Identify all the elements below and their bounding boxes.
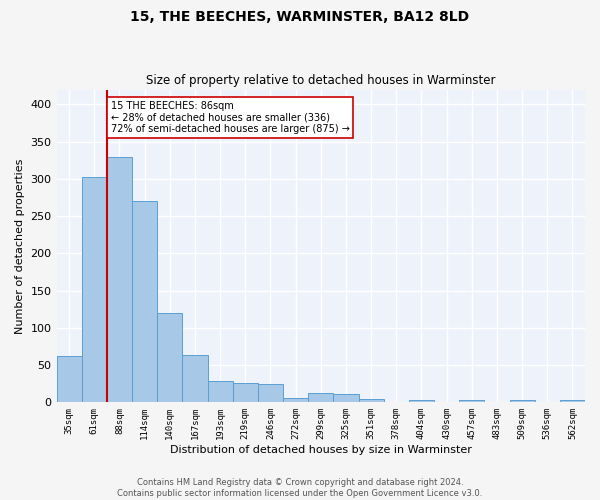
Bar (107, 156, 132, 402)
X-axis label: Distribution of detached houses by size in Warminster: Distribution of detached houses by size … (170, 445, 472, 455)
Y-axis label: Number of detached properties: Number of detached properties (15, 158, 25, 334)
Bar (132, 202, 157, 402)
Bar (560, 400, 585, 402)
Text: Contains HM Land Registry data © Crown copyright and database right 2024.
Contai: Contains HM Land Registry data © Crown c… (118, 478, 482, 498)
Bar (409, 400, 434, 402)
Bar (359, 400, 383, 402)
Text: 15, THE BEECHES, WARMINSTER, BA12 8LD: 15, THE BEECHES, WARMINSTER, BA12 8LD (130, 10, 470, 24)
Text: 15 THE BEECHES: 86sqm
← 28% of detached houses are smaller (336)
72% of semi-det: 15 THE BEECHES: 86sqm ← 28% of detached … (110, 100, 350, 134)
Bar (233, 383, 258, 402)
Bar (308, 394, 334, 402)
Bar (82, 178, 107, 402)
Bar (258, 384, 283, 402)
Bar (182, 356, 208, 403)
Title: Size of property relative to detached houses in Warminster: Size of property relative to detached ho… (146, 74, 496, 87)
Bar (459, 400, 484, 402)
Bar (334, 394, 359, 402)
Bar (509, 400, 535, 402)
Bar (56, 356, 82, 403)
Bar (208, 380, 233, 402)
Bar (157, 313, 182, 402)
Bar (283, 398, 308, 402)
